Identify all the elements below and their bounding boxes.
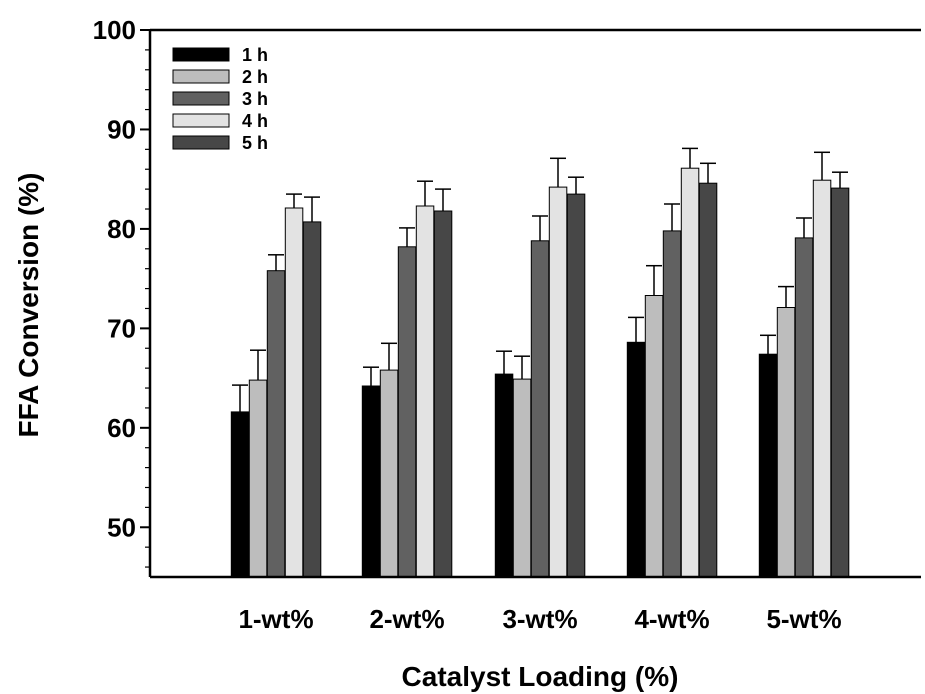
bar	[512, 378, 532, 578]
legend-swatch	[172, 113, 230, 128]
legend-label: 5 h	[242, 133, 268, 153]
legend-label: 2 h	[242, 67, 268, 87]
y-tick-label: 60	[107, 413, 136, 443]
legend-label: 3 h	[242, 89, 268, 109]
bar	[230, 411, 250, 578]
bar	[284, 207, 304, 578]
x-tick-label: 3-wt%	[502, 604, 577, 634]
x-tick-label: 5-wt%	[766, 604, 841, 634]
bar	[662, 230, 682, 578]
bar	[548, 186, 568, 578]
bar	[379, 369, 399, 578]
bar	[530, 240, 550, 578]
legend-swatch	[172, 69, 230, 84]
bar	[397, 246, 417, 578]
y-tick-label: 80	[107, 214, 136, 244]
bar	[494, 373, 514, 578]
x-tick-label: 1-wt%	[238, 604, 313, 634]
legend: 1 h2 h3 h4 h5 h	[172, 45, 268, 153]
y-axis-title: FFA Conversion (%)	[13, 173, 44, 438]
bar	[433, 210, 453, 578]
bar	[698, 182, 718, 578]
bar	[758, 353, 778, 578]
legend-label: 1 h	[242, 45, 268, 65]
bar	[566, 193, 586, 578]
x-tick-label: 4-wt%	[634, 604, 709, 634]
bar	[830, 187, 850, 578]
y-tick-label: 70	[107, 313, 136, 343]
legend-swatch	[172, 47, 230, 62]
y-tick-label: 50	[107, 512, 136, 542]
bar	[776, 307, 796, 578]
bar	[248, 379, 268, 578]
y-tick-label: 100	[93, 15, 136, 45]
bar	[794, 237, 814, 578]
bar	[361, 385, 381, 578]
legend-swatch	[172, 91, 230, 106]
bar	[415, 205, 435, 578]
bar	[626, 341, 646, 578]
x-tick-label: 2-wt%	[369, 604, 444, 634]
axes-layer: 1-wt% 2-wt% 3-wt% 4-wt% 5-wt% 50 60 70 80 90 100	[93, 15, 921, 634]
bar	[644, 295, 664, 578]
bar	[680, 167, 700, 578]
y-tick-label: 90	[107, 114, 136, 144]
bar	[812, 179, 832, 578]
legend-label: 4 h	[242, 111, 268, 131]
legend-swatch	[172, 135, 230, 150]
x-axis-title: Catalyst Loading (%)	[402, 661, 679, 692]
bar	[266, 270, 286, 578]
bar	[302, 221, 322, 578]
bars-layer	[230, 147, 850, 578]
